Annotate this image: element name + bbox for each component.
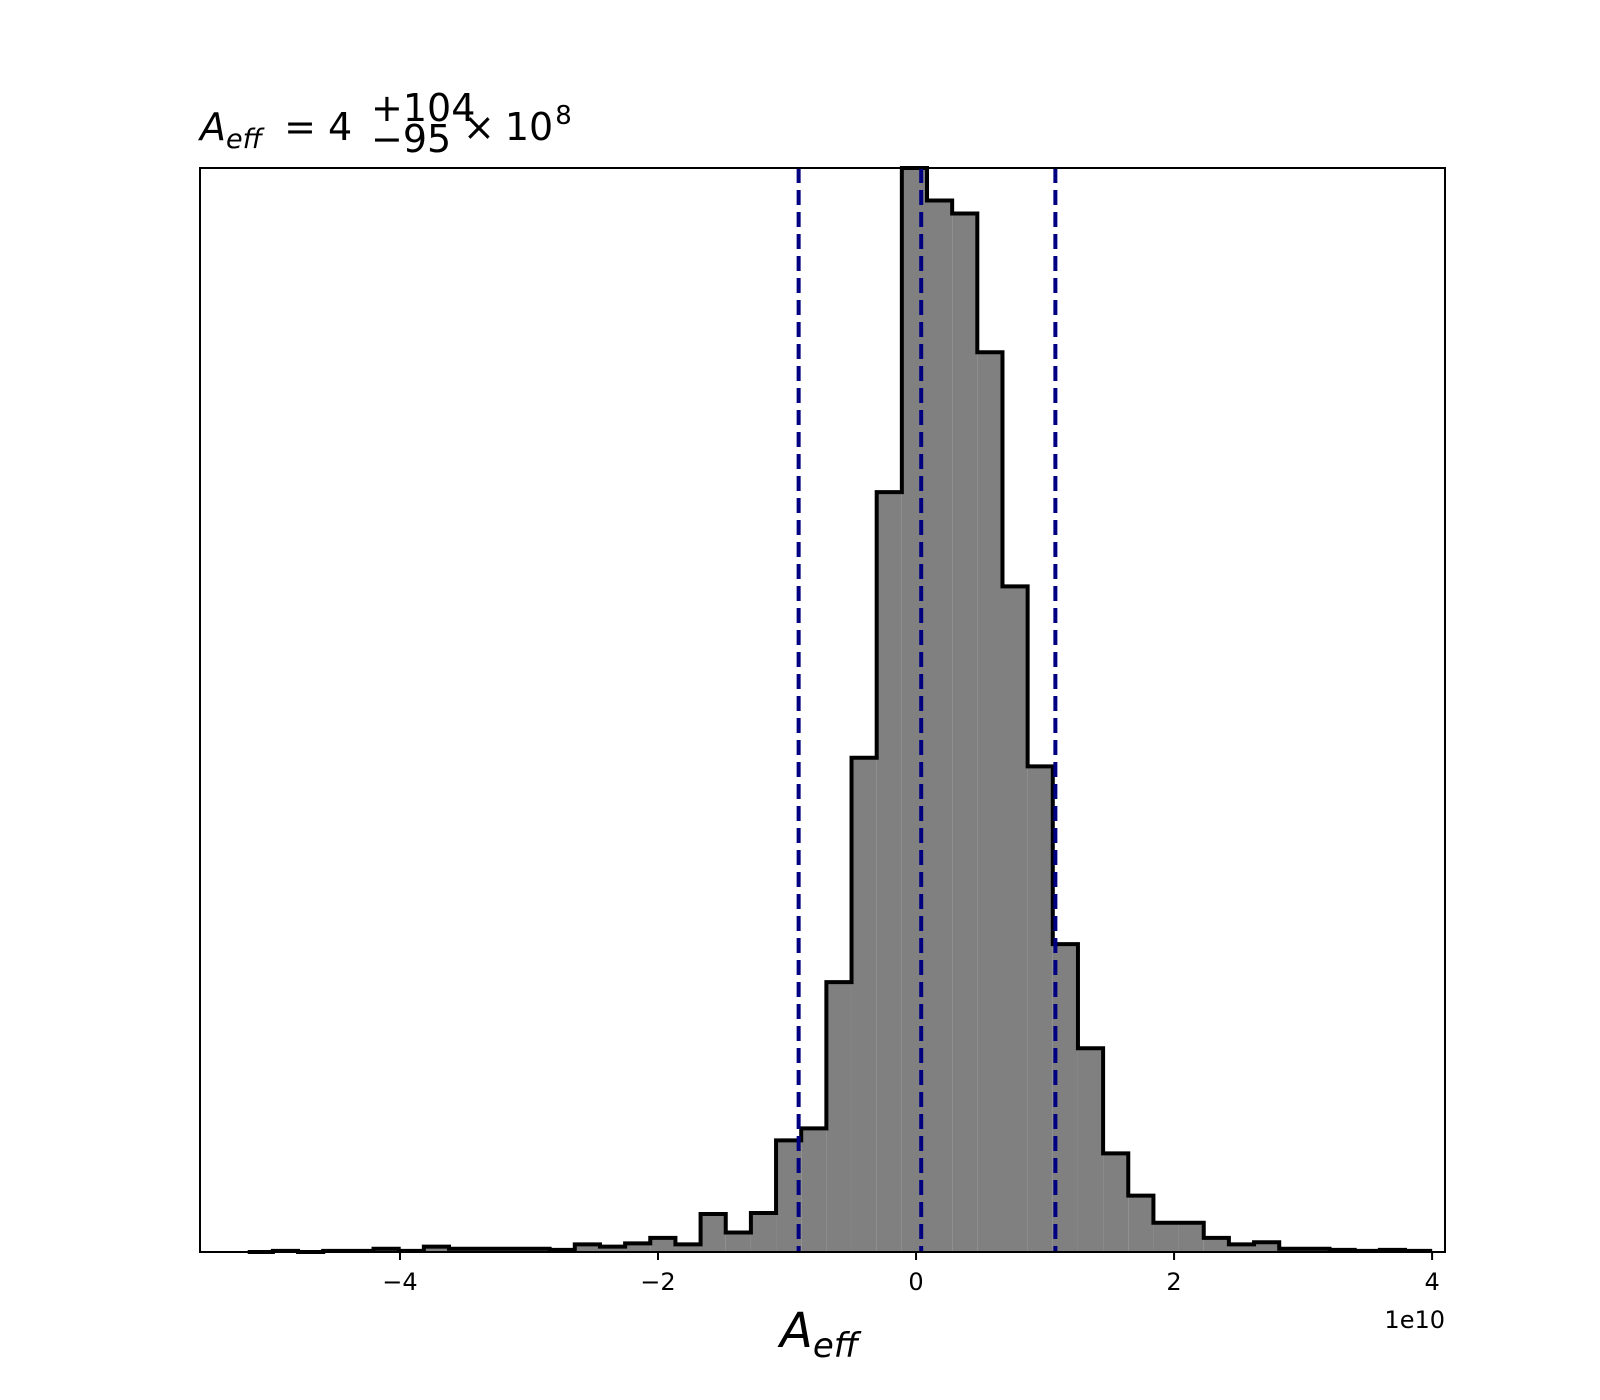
histogram-outline <box>247 166 1433 1254</box>
x-tick-label: 4 <box>1424 1268 1439 1296</box>
histogram-bar <box>1178 1222 1204 1252</box>
histogram-bar <box>952 213 978 1253</box>
axes-frame <box>199 167 1446 1253</box>
title-equals: = <box>284 105 316 149</box>
xlabel-sub: eff <box>813 1326 862 1366</box>
plot-area <box>247 166 1433 1254</box>
title-symbol: A <box>197 105 226 149</box>
histogram-bar <box>1254 1242 1280 1252</box>
histogram-bar <box>851 757 877 1252</box>
histogram-bar <box>599 1246 626 1252</box>
title-exponent: 8 <box>555 101 572 131</box>
histogram-bar <box>1103 1153 1129 1252</box>
x-axis-ticks: −4 −2 0 2 4 <box>382 1252 1440 1296</box>
histogram-bar <box>826 982 852 1252</box>
histogram-bar <box>1027 766 1053 1252</box>
histogram-bar <box>650 1237 676 1252</box>
x-axis-offset-label: 1e10 <box>1384 1306 1445 1334</box>
x-tick-label: 0 <box>908 1268 923 1296</box>
title-times: × <box>463 105 495 149</box>
histogram-bar <box>1153 1222 1179 1252</box>
histogram-bar <box>700 1214 726 1252</box>
chart-title: Aeff = 4 <box>197 105 352 155</box>
title-median: 4 <box>328 105 352 149</box>
title-symbol-sub: eff <box>226 124 265 155</box>
histogram-bar <box>1203 1237 1229 1252</box>
histogram-bar <box>876 492 902 1253</box>
x-tick-label: 2 <box>1166 1268 1181 1296</box>
histogram-bar <box>901 168 928 1252</box>
x-axis-label: Aeff <box>777 1303 862 1366</box>
title-multiplier: × 108 <box>463 101 572 149</box>
title-lower-error: −95 <box>371 117 451 161</box>
title-base: 10 <box>505 105 553 149</box>
histogram-bar <box>574 1244 600 1252</box>
histogram-bar <box>725 1232 751 1252</box>
histogram-bar <box>801 1128 827 1252</box>
histogram-bar <box>1002 586 1028 1252</box>
xlabel-symbol: A <box>777 1303 813 1359</box>
x-tick-label: −2 <box>640 1268 675 1296</box>
histogram-bar <box>927 200 953 1252</box>
x-tick-label: −4 <box>382 1268 417 1296</box>
histogram-bar <box>1128 1195 1154 1252</box>
title-upper-error: +104 <box>371 86 475 130</box>
histogram-bar <box>1228 1244 1255 1252</box>
histogram-bar <box>625 1243 651 1252</box>
histogram-bar <box>675 1244 701 1252</box>
histogram-bar <box>977 352 1003 1252</box>
histogram-bar <box>423 1246 449 1252</box>
histogram-bar <box>1077 1048 1104 1252</box>
histogram-bar <box>750 1212 777 1252</box>
